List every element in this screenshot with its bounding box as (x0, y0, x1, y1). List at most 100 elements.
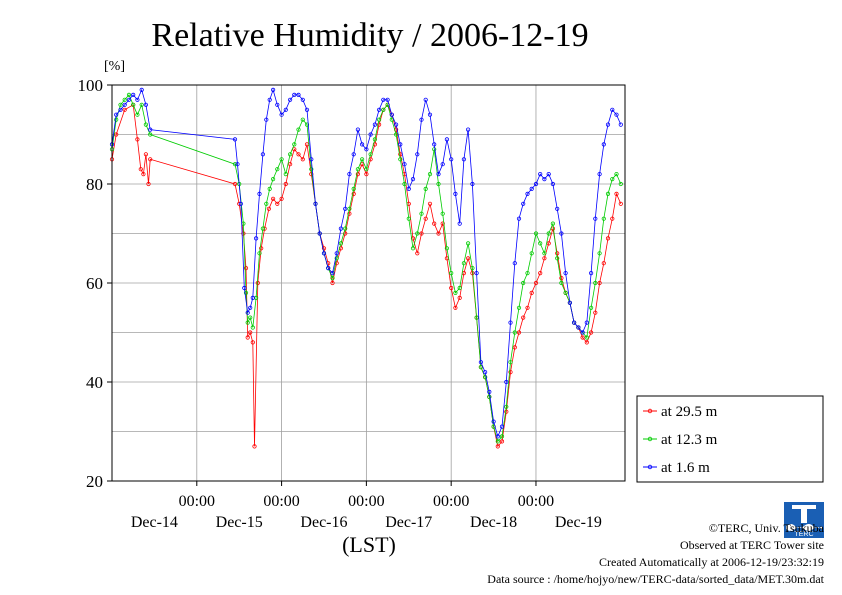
data-point (372, 137, 377, 142)
data-point (255, 280, 260, 286)
x-tick-time-label: 00:00 (348, 493, 384, 510)
data-point (440, 211, 445, 216)
y-tick-label: 60 (86, 274, 103, 293)
data-point (495, 439, 500, 444)
data-point (593, 310, 598, 315)
data-point (287, 97, 293, 102)
legend-swatch-marker (647, 436, 653, 442)
data-point (232, 181, 238, 187)
source-text: Data source : /home/hojyo/new/TERC-data/… (487, 572, 824, 586)
data-point (427, 201, 433, 206)
data-point (410, 246, 416, 251)
data-point (347, 206, 352, 211)
data-point (283, 107, 288, 112)
data-point (618, 181, 623, 187)
data-point (114, 117, 119, 122)
data-point (610, 107, 615, 112)
data-point (512, 345, 517, 350)
data-point (470, 265, 475, 271)
data-point (402, 181, 407, 187)
data-point (546, 241, 551, 246)
data-point (601, 261, 606, 266)
data-point (580, 330, 585, 335)
data-point (232, 162, 238, 167)
data-point (563, 270, 568, 276)
data-point (449, 157, 454, 162)
data-point (410, 177, 416, 182)
data-point (601, 142, 606, 147)
data-point (593, 216, 598, 221)
data-point (279, 112, 284, 117)
data-point (309, 157, 314, 162)
data-point (538, 172, 543, 177)
data-point (487, 389, 492, 394)
data-point (135, 137, 140, 142)
data-point (567, 300, 573, 305)
data-point (330, 280, 335, 286)
data-point (538, 270, 543, 276)
data-point (487, 394, 492, 399)
data-point (432, 142, 437, 147)
data-point (243, 265, 249, 271)
data-point (235, 162, 240, 167)
data-point (148, 127, 153, 132)
data-point (559, 231, 564, 236)
data-point (499, 424, 505, 429)
data-point (334, 256, 339, 261)
data-point (131, 102, 136, 107)
data-point (270, 196, 276, 201)
data-point (266, 206, 271, 211)
data-point (242, 285, 247, 291)
data-point (423, 216, 428, 221)
legend-label: at 1.6 m (661, 460, 710, 476)
created-text: Created Automatically at 2006-12-19/23:3… (599, 555, 824, 569)
data-point (141, 172, 146, 177)
data-point (521, 201, 526, 206)
series-line (111, 94, 622, 443)
data-point (406, 216, 411, 221)
data-point (309, 167, 314, 172)
data-point (389, 117, 394, 122)
data-point (364, 172, 369, 177)
data-point (516, 305, 522, 310)
data-point (245, 310, 250, 315)
data-point (355, 167, 360, 172)
data-point (304, 122, 310, 127)
data-point (610, 216, 615, 221)
data-point (267, 97, 272, 102)
data-point (122, 107, 127, 112)
data-point (419, 231, 424, 236)
data-point (597, 280, 602, 286)
data-point (457, 295, 462, 300)
data-point (601, 216, 606, 221)
x-tick-time-label: 00:00 (179, 493, 215, 510)
data-point (238, 201, 243, 206)
data-point (368, 132, 373, 137)
data-point (474, 270, 479, 276)
data-point (279, 157, 284, 162)
data-point (525, 305, 530, 310)
data-point (461, 157, 466, 162)
grid (112, 85, 625, 481)
data-point (444, 246, 449, 251)
data-point (254, 236, 259, 241)
data-point (555, 256, 560, 261)
data-point (495, 434, 500, 439)
data-point (538, 241, 543, 246)
data-point (457, 221, 462, 226)
y-tick-label: 20 (86, 472, 103, 491)
data-point (521, 280, 526, 286)
data-point (275, 102, 280, 107)
data-point (614, 112, 619, 117)
data-point (355, 127, 360, 132)
data-point (512, 261, 517, 266)
data-point (264, 117, 269, 122)
data-point (449, 270, 454, 276)
data-point (347, 172, 352, 177)
data-point (338, 226, 343, 231)
data-point (296, 127, 301, 132)
data-point (300, 117, 305, 122)
data-point (257, 191, 262, 196)
x-date-label: Dec-14 (131, 514, 178, 531)
data-point (260, 226, 265, 231)
